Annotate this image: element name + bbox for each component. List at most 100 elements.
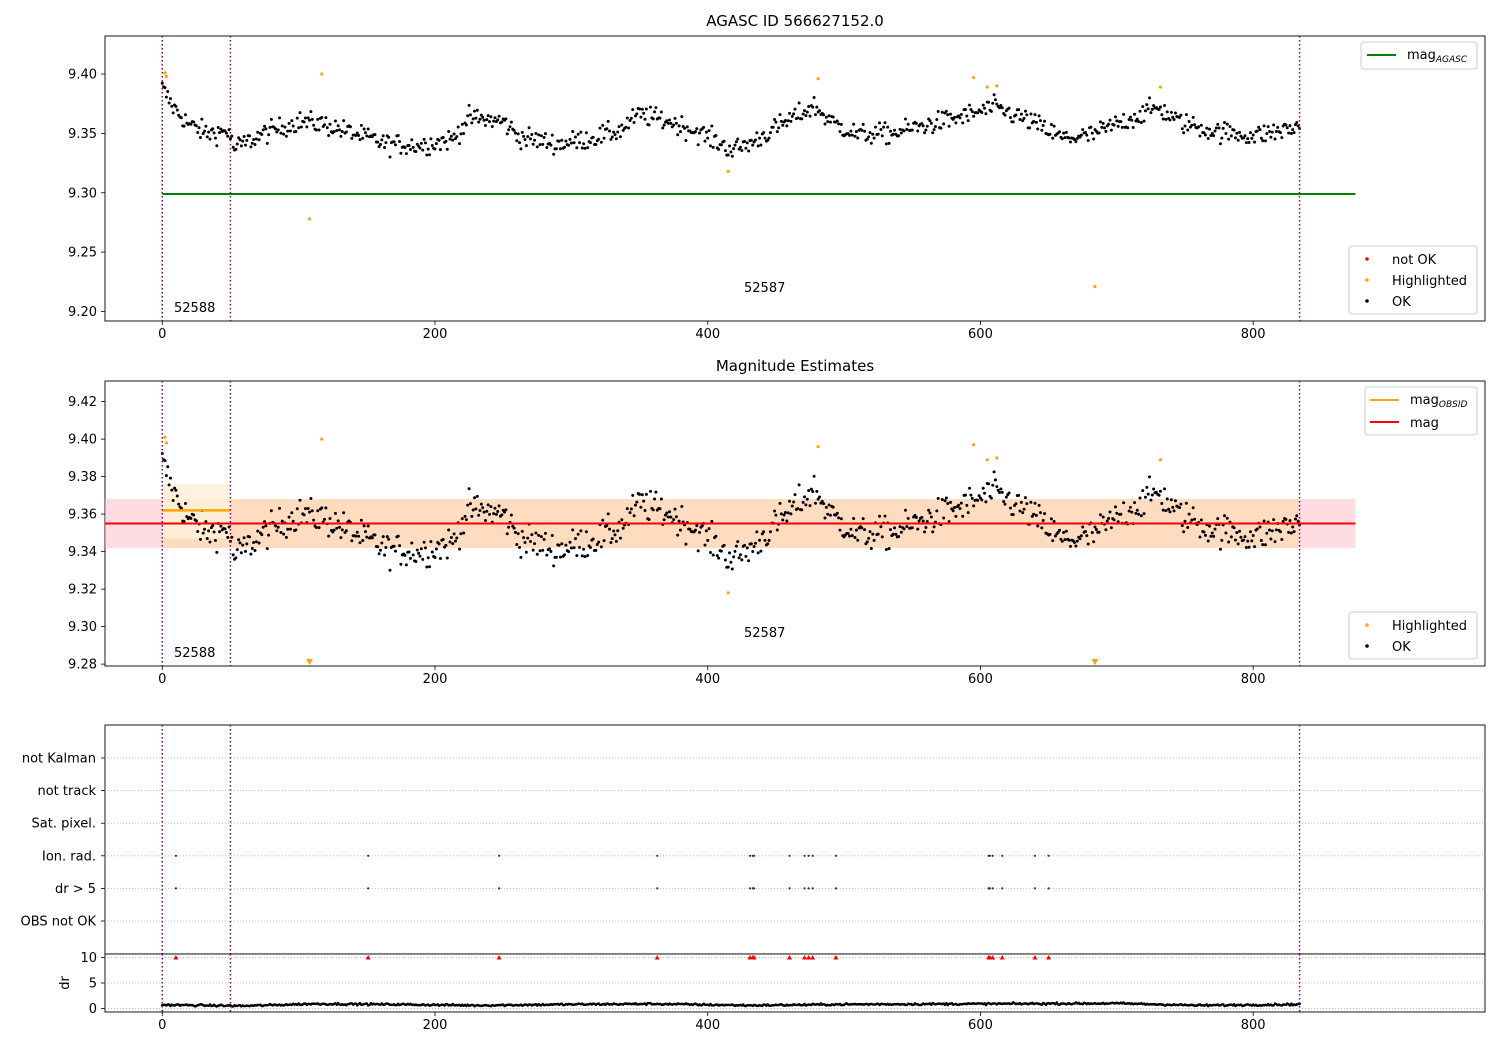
ok-point <box>1172 117 1176 121</box>
ok-point <box>428 153 432 157</box>
ok-point <box>767 538 771 542</box>
ok-point <box>417 551 421 555</box>
ok-point <box>1257 125 1261 129</box>
ok-point <box>267 533 271 537</box>
ok-point <box>317 526 321 530</box>
ok-point <box>756 144 760 148</box>
ok-point <box>1033 113 1037 117</box>
ok-point <box>614 137 618 141</box>
ok-point <box>642 499 646 503</box>
ok-point <box>708 144 712 148</box>
ok-point <box>370 536 374 540</box>
ok-point <box>503 510 507 514</box>
ok-point <box>380 541 384 545</box>
ok-point <box>792 112 796 116</box>
ok-point <box>632 514 636 518</box>
ok-point <box>1097 131 1101 135</box>
ok-point <box>361 539 365 543</box>
ok-point <box>261 525 265 529</box>
ok-point <box>886 125 890 129</box>
ok-point <box>1190 518 1194 522</box>
ok-point <box>166 89 170 93</box>
ok-point <box>558 147 562 151</box>
ok-point <box>867 536 871 540</box>
ok-point <box>460 122 464 126</box>
ok-point <box>629 116 633 120</box>
ok-point <box>710 519 714 523</box>
ok-point <box>325 126 329 130</box>
ok-point <box>1281 519 1285 523</box>
ok-point <box>1182 131 1186 135</box>
ok-point <box>923 131 927 135</box>
ok-point <box>1243 134 1247 138</box>
flag-point <box>991 887 994 890</box>
ok-point <box>1208 127 1212 131</box>
ok-point <box>822 502 826 506</box>
ok-point <box>1220 538 1224 542</box>
ok-point <box>796 507 800 511</box>
flag-point <box>788 887 791 890</box>
ok-point <box>1107 122 1111 126</box>
ok-point <box>1025 502 1029 506</box>
ok-point <box>1052 519 1056 523</box>
ok-point <box>197 126 201 130</box>
ok-point <box>899 131 903 135</box>
ok-point <box>928 511 932 515</box>
ok-point <box>595 542 599 546</box>
flag-point <box>748 854 752 857</box>
ok-point <box>488 120 492 124</box>
panel-dr-plot-area <box>105 954 1485 1012</box>
ok-point <box>773 509 777 513</box>
ok-point <box>520 529 524 533</box>
ok-point <box>497 504 501 508</box>
ok-point <box>944 109 948 113</box>
ok-point <box>441 136 445 140</box>
ok-point <box>898 525 902 529</box>
ok-point <box>868 131 872 135</box>
legend-marker-highlighted <box>1365 278 1369 282</box>
ok-point <box>605 127 609 131</box>
obsid-label-52588: 52588 <box>174 301 215 316</box>
ok-point <box>1060 137 1064 141</box>
flag-point <box>807 854 810 857</box>
ok-point <box>204 520 208 524</box>
ok-point <box>373 133 377 137</box>
p2-ytick-label-2: 9.32 <box>68 583 97 598</box>
ok-point <box>995 102 999 106</box>
ok-point <box>1033 501 1037 505</box>
ok-point <box>340 129 344 133</box>
ok-point <box>1288 519 1292 523</box>
ok-point <box>678 130 682 134</box>
ok-point <box>1164 117 1168 121</box>
ok-point <box>1223 514 1227 518</box>
ok-point <box>576 132 580 136</box>
ok-point <box>1157 493 1161 497</box>
ok-point <box>287 121 291 125</box>
ok-point <box>238 138 242 142</box>
ok-point <box>485 118 489 122</box>
ok-point <box>308 118 312 122</box>
ok-point <box>1011 513 1015 517</box>
ok-point <box>643 117 647 121</box>
ok-point <box>680 504 684 508</box>
ok-point <box>1017 493 1021 497</box>
ok-point <box>414 149 418 153</box>
ok-point <box>1274 528 1278 532</box>
ok-point <box>396 133 400 137</box>
ok-point <box>1236 542 1240 546</box>
svg-text:magOBSID: magOBSID <box>1410 393 1468 410</box>
ok-point <box>1067 538 1071 542</box>
ok-point <box>1259 136 1263 140</box>
ok-point <box>291 519 295 523</box>
ok-point <box>560 542 564 546</box>
ok-point <box>486 503 490 507</box>
ok-point <box>327 133 331 137</box>
ok-point <box>1148 96 1152 100</box>
ok-point <box>323 123 327 127</box>
p2-ytick-label-0: 9.28 <box>68 658 97 673</box>
ok-point <box>175 494 179 498</box>
ok-point <box>275 529 279 533</box>
ok-point <box>475 108 479 112</box>
ok-point <box>860 128 864 132</box>
ok-point <box>651 508 655 512</box>
